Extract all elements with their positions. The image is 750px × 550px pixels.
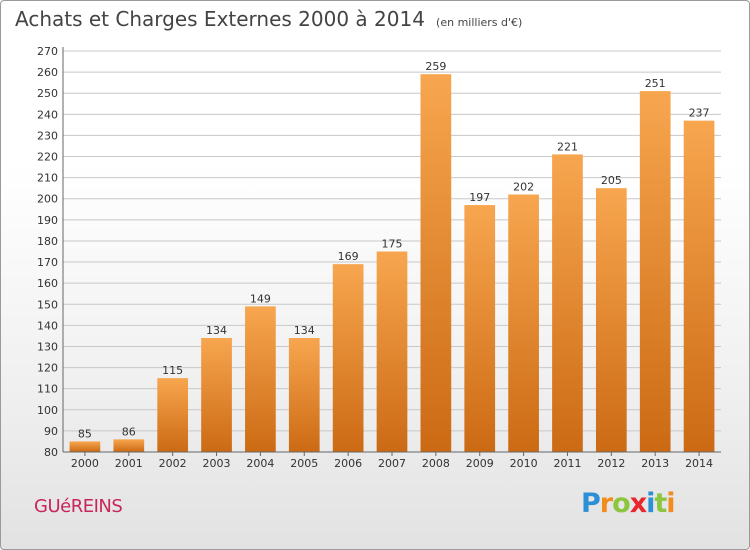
y-tick-label: 230 <box>37 129 58 142</box>
y-tick-label: 240 <box>37 108 58 121</box>
logo-letter: t <box>654 488 667 519</box>
y-tick-label: 190 <box>37 214 58 227</box>
proxiti-logo[interactable]: Proxiti <box>581 488 676 519</box>
bar-2000 <box>69 441 101 452</box>
y-tick-label: 170 <box>37 256 58 269</box>
x-tick-label: 2004 <box>246 457 274 470</box>
value-label: 149 <box>250 292 271 305</box>
y-tick-label: 260 <box>37 66 58 79</box>
y-tick-label: 90 <box>44 425 58 438</box>
value-label: 134 <box>206 324 227 337</box>
logo-letter: i <box>646 488 655 519</box>
bar-2001 <box>113 439 145 452</box>
value-label: 169 <box>338 250 359 263</box>
bars: 85 86 115 134 149 134 169 175 259 197 202 221 205 251… <box>69 60 715 453</box>
bar-2011 <box>552 154 583 453</box>
y-tick-label: 80 <box>44 446 58 459</box>
value-label: 134 <box>294 324 315 337</box>
value-label: 251 <box>645 77 666 90</box>
x-tick-label: 2010 <box>510 457 538 470</box>
bar-2010 <box>508 194 539 452</box>
bar-2013 <box>639 91 671 452</box>
bar-2002 <box>157 378 189 452</box>
y-tick-label: 160 <box>37 277 58 290</box>
bar-2007 <box>376 251 408 452</box>
x-tick-label: 2001 <box>115 457 143 470</box>
value-label: 115 <box>162 364 183 377</box>
x-tick-label: 2008 <box>422 457 450 470</box>
chart-title-block: Achats et Charges Externes 2000 à 2014 (… <box>15 7 522 31</box>
value-label: 85 <box>78 427 92 440</box>
value-label: 221 <box>557 140 578 153</box>
x-tick-label: 2003 <box>203 457 231 470</box>
x-tick-label: 2012 <box>597 457 625 470</box>
x-tick-label: 2006 <box>334 457 362 470</box>
y-tick-label: 130 <box>37 340 58 353</box>
bar-2014 <box>683 120 715 452</box>
value-label: 205 <box>601 174 622 187</box>
y-tick-label: 210 <box>37 172 58 185</box>
x-tick-label: 2009 <box>466 457 494 470</box>
value-label: 237 <box>689 107 710 120</box>
y-tick-label: 110 <box>37 383 58 396</box>
bar-2006 <box>332 264 364 452</box>
logo-letter: o <box>612 488 631 519</box>
y-tick-label: 140 <box>37 319 58 332</box>
logo-letter: i <box>666 488 675 519</box>
axes: 80 90 100 110 120 130 140 150 160 170 180 190 200 210… <box>37 45 721 470</box>
y-tick-label: 180 <box>37 235 58 248</box>
bar-2009 <box>464 205 496 452</box>
y-tick-label: 270 <box>37 45 58 58</box>
y-tick-label: 100 <box>37 404 58 417</box>
chart-title: Achats et Charges Externes 2000 à 2014 <box>15 7 425 31</box>
bar-2005 <box>288 338 320 452</box>
x-tick-label: 2002 <box>159 457 187 470</box>
bar-2003 <box>201 338 232 452</box>
logo-letter: x <box>629 488 647 519</box>
value-label: 259 <box>425 60 446 73</box>
x-tick-label: 2005 <box>290 457 318 470</box>
logo-letter: r <box>599 488 613 519</box>
bar-2008 <box>420 74 452 452</box>
y-tick-label: 250 <box>37 87 58 100</box>
commune-name: GUéREINS <box>34 496 123 517</box>
x-tick-label: 2007 <box>378 457 406 470</box>
y-tick-label: 200 <box>37 193 58 206</box>
y-tick-label: 120 <box>37 362 58 375</box>
value-label: 202 <box>513 181 534 194</box>
y-tick-label: 150 <box>37 298 58 311</box>
value-label: 86 <box>122 425 136 438</box>
x-tick-label: 2011 <box>553 457 581 470</box>
x-tick-label: 2013 <box>641 457 669 470</box>
y-tick-label: 220 <box>37 151 58 164</box>
chart-subtitle: (en milliers d'€) <box>436 16 523 29</box>
value-label: 197 <box>469 191 490 204</box>
logo-letter: P <box>581 488 601 519</box>
x-tick-label: 2000 <box>71 457 99 470</box>
bar-2012 <box>595 188 627 452</box>
x-tick-label: 2014 <box>685 457 713 470</box>
bar-2004 <box>245 306 276 452</box>
value-label: 175 <box>382 238 403 251</box>
